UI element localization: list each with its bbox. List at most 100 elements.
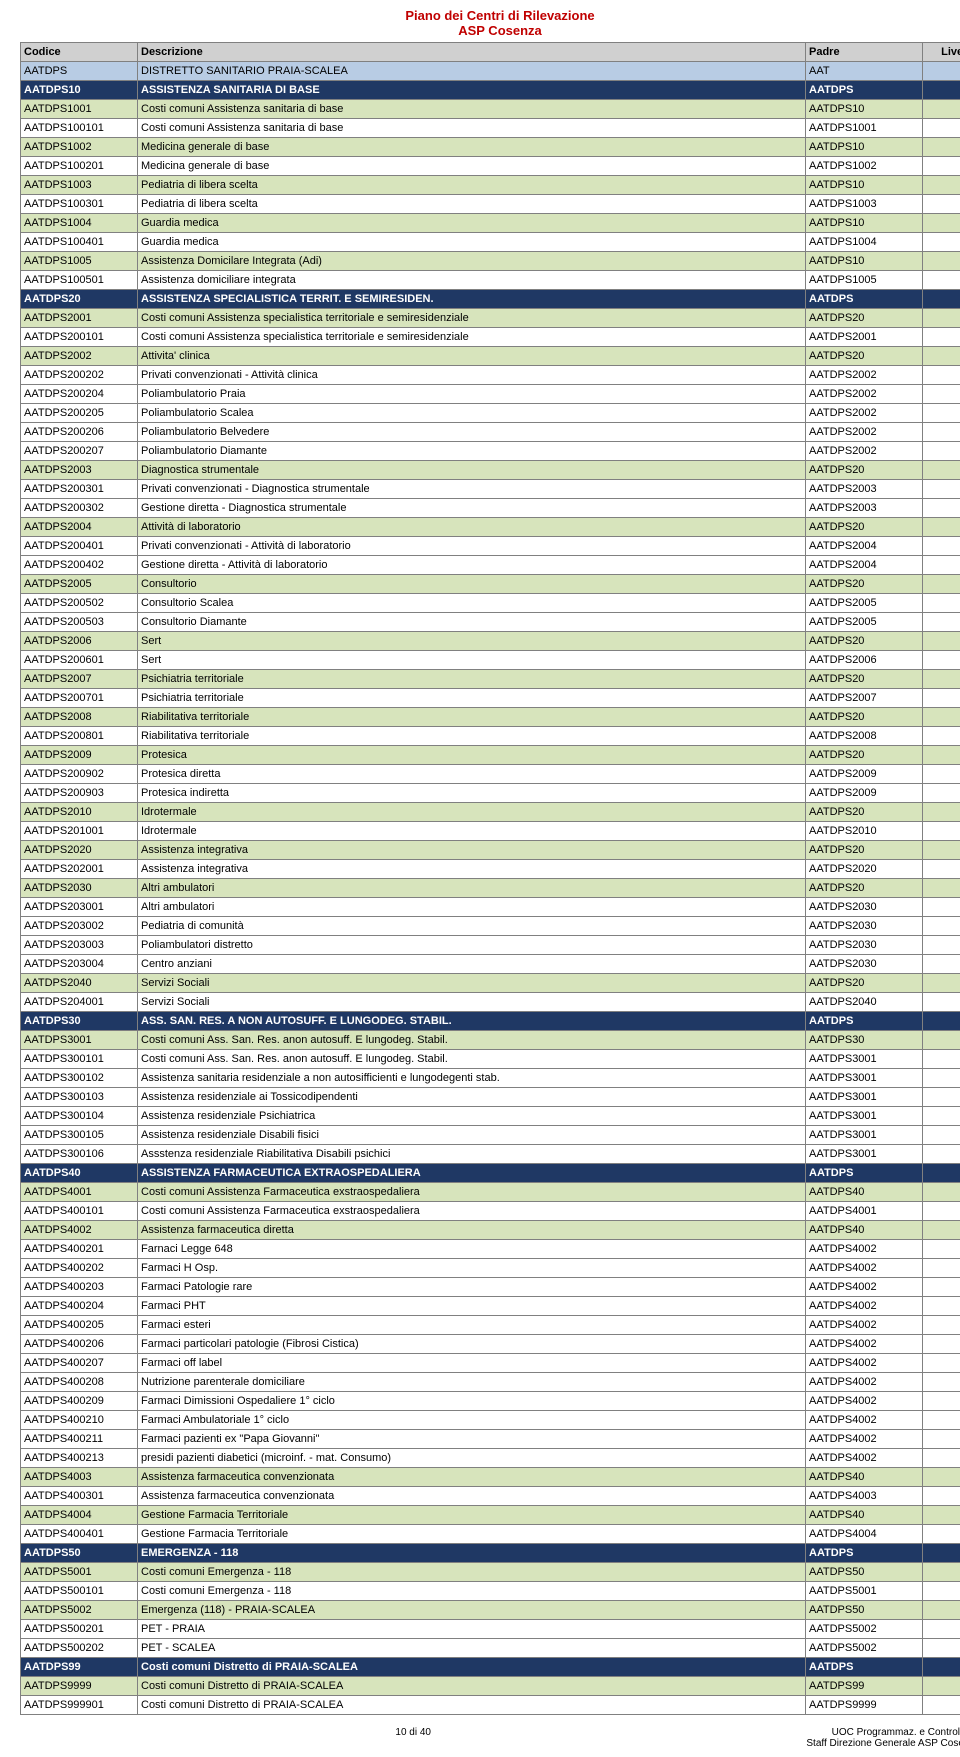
- table-row: AATDPS4001Costi comuni Assistenza Farmac…: [21, 1183, 960, 1202]
- cell: Psichiatria territoriale: [138, 689, 806, 708]
- cell: AATDPS40: [21, 1164, 138, 1183]
- cell: Privati convenzionati - Attività di labo…: [138, 537, 806, 556]
- cell: Farmaci H Osp.: [138, 1259, 806, 1278]
- table-row: AATDPS500201PET - PRAIAAATDPS50026: [21, 1620, 960, 1639]
- cell: AATDPS20: [806, 708, 923, 727]
- table-row: AATDPS200801 Riabilitativa territorialeA…: [21, 727, 960, 746]
- cell: AATDPS2007: [806, 689, 923, 708]
- footer-page: 10 di 40: [395, 1727, 431, 1749]
- cell: 5: [923, 518, 960, 537]
- cell: Costi comuni Assistenza specialistica te…: [138, 309, 806, 328]
- cell: AATDPS4004: [21, 1506, 138, 1525]
- cell: Gestione diretta - Diagnostica strumenta…: [138, 499, 806, 518]
- cell: AATDPS99: [806, 1677, 923, 1696]
- cell: 5: [923, 100, 960, 119]
- cell: 5: [923, 1601, 960, 1620]
- cell: Assistenza farmaceutica diretta: [138, 1221, 806, 1240]
- cell: AAT: [806, 62, 923, 81]
- cell: AATDPS4002: [806, 1430, 923, 1449]
- cell: AATDPS4002: [806, 1316, 923, 1335]
- cell: AATDPS20: [806, 632, 923, 651]
- cell: 6: [923, 157, 960, 176]
- doc-title: Piano dei Centri di Rilevazione: [20, 8, 960, 23]
- table-row: AATDPS200206Poliambulatorio BelvedereAAT…: [21, 423, 960, 442]
- cell: 6: [923, 233, 960, 252]
- cell: Privati convenzionati - Diagnostica stru…: [138, 480, 806, 499]
- cell: 6: [923, 1145, 960, 1164]
- cell: Sert: [138, 651, 806, 670]
- footer-line1: UOC Programmaz. e Controllo S.: [806, 1727, 960, 1738]
- table-row: AATDPS4004Gestione Farmacia Territoriale…: [21, 1506, 960, 1525]
- cell: AATDPS400203: [21, 1278, 138, 1297]
- cell: 5: [923, 214, 960, 233]
- cell: 6: [923, 1430, 960, 1449]
- table-row: AATDPS400210Farmaci Ambulatoriale 1° cic…: [21, 1411, 960, 1430]
- cell: 5: [923, 1221, 960, 1240]
- data-table: Codice Descrizione Padre Livello AATDPSD…: [20, 42, 960, 1715]
- cell: AATDPS: [806, 1658, 923, 1677]
- header-row: Codice Descrizione Padre Livello: [21, 43, 960, 62]
- table-row: AATDPS400201Farnaci Legge 648AATDPS40026: [21, 1240, 960, 1259]
- table-row: AATDPS200207Poliambulatorio DiamanteAATD…: [21, 442, 960, 461]
- cell: AATDPS200701: [21, 689, 138, 708]
- cell: AATDPS30: [806, 1031, 923, 1050]
- cell: 6: [923, 271, 960, 290]
- cell: 5: [923, 708, 960, 727]
- table-row: AATDPS5001Costi comuni Emergenza - 118AA…: [21, 1563, 960, 1582]
- cell: 6: [923, 1411, 960, 1430]
- cell: AATDPS99: [21, 1658, 138, 1677]
- cell: AATDPS10: [806, 252, 923, 271]
- cell: AATDPS500202: [21, 1639, 138, 1658]
- cell: ASSISTENZA SANITARIA DI BASE: [138, 81, 806, 100]
- cell: Farmaci Dimissioni Ospedaliere 1° ciclo: [138, 1392, 806, 1411]
- table-row: AATDPS500202PET - SCALEAAATDPS50026: [21, 1639, 960, 1658]
- cell: AATDPS200204: [21, 385, 138, 404]
- cell: AATDPS400209: [21, 1392, 138, 1411]
- cell: AATDPS500101: [21, 1582, 138, 1601]
- table-row: AATDPS200202Privati convenzionati - Atti…: [21, 366, 960, 385]
- cell: AATDPS4001: [806, 1202, 923, 1221]
- cell: AATDPS30: [21, 1012, 138, 1031]
- cell: AATDPS40: [806, 1221, 923, 1240]
- table-row: AATDPS9999Costi comuni Distretto di PRAI…: [21, 1677, 960, 1696]
- table-row: AATDPS400209Farmaci Dimissioni Ospedalie…: [21, 1392, 960, 1411]
- cell: AATDPS200903: [21, 784, 138, 803]
- table-row: AATDPS4002 Assistenza farmaceutica diret…: [21, 1221, 960, 1240]
- cell: AATDPS400201: [21, 1240, 138, 1259]
- cell: Farmaci PHT: [138, 1297, 806, 1316]
- table-row: AATDPS30ASS. SAN. RES. A NON AUTOSUFF. E…: [21, 1012, 960, 1031]
- cell: AATDPS1004: [21, 214, 138, 233]
- cell: AATDPS203004: [21, 955, 138, 974]
- cell: AATDPS100401: [21, 233, 138, 252]
- cell: 5: [923, 879, 960, 898]
- cell: AATDPS203003: [21, 936, 138, 955]
- cell: Attivita' clinica: [138, 347, 806, 366]
- cell: AATDPS300103: [21, 1088, 138, 1107]
- cell: AATDPS2004: [806, 537, 923, 556]
- cell: presidi pazienti diabetici (microinf. - …: [138, 1449, 806, 1468]
- table-row: AATDPS2002Attivita' clinicaAATDPS205: [21, 347, 960, 366]
- cell: 5: [923, 670, 960, 689]
- cell: Farnaci Legge 648: [138, 1240, 806, 1259]
- cell: AATDPS300104: [21, 1107, 138, 1126]
- cell: 4: [923, 1658, 960, 1677]
- cell: AATDPS4002: [21, 1221, 138, 1240]
- cell: AATDPS300105: [21, 1126, 138, 1145]
- cell: AATDPS2002: [806, 442, 923, 461]
- cell: AATDPS2010: [806, 822, 923, 841]
- cell: AATDPS200801: [21, 727, 138, 746]
- cell: AATDPS200502: [21, 594, 138, 613]
- table-row: AATDPS400202Farmaci H Osp.AATDPS40026: [21, 1259, 960, 1278]
- cell: Assstenza residenziale Riabilitativa Dis…: [138, 1145, 806, 1164]
- cell: 6: [923, 1259, 960, 1278]
- table-row: AATDPS200401Privati convenzionati - Atti…: [21, 537, 960, 556]
- cell: 6: [923, 404, 960, 423]
- cell: AATDPS1005: [21, 252, 138, 271]
- cell: Farmaci Ambulatoriale 1° ciclo: [138, 1411, 806, 1430]
- cell: AATDPS300102: [21, 1069, 138, 1088]
- cell: AATDPS50: [806, 1601, 923, 1620]
- cell: Gestione diretta - Attività di laborator…: [138, 556, 806, 575]
- cell: AATDPS2003: [806, 480, 923, 499]
- table-row: AATDPS1001Costi comuni Assistenza sanita…: [21, 100, 960, 119]
- cell: 6: [923, 613, 960, 632]
